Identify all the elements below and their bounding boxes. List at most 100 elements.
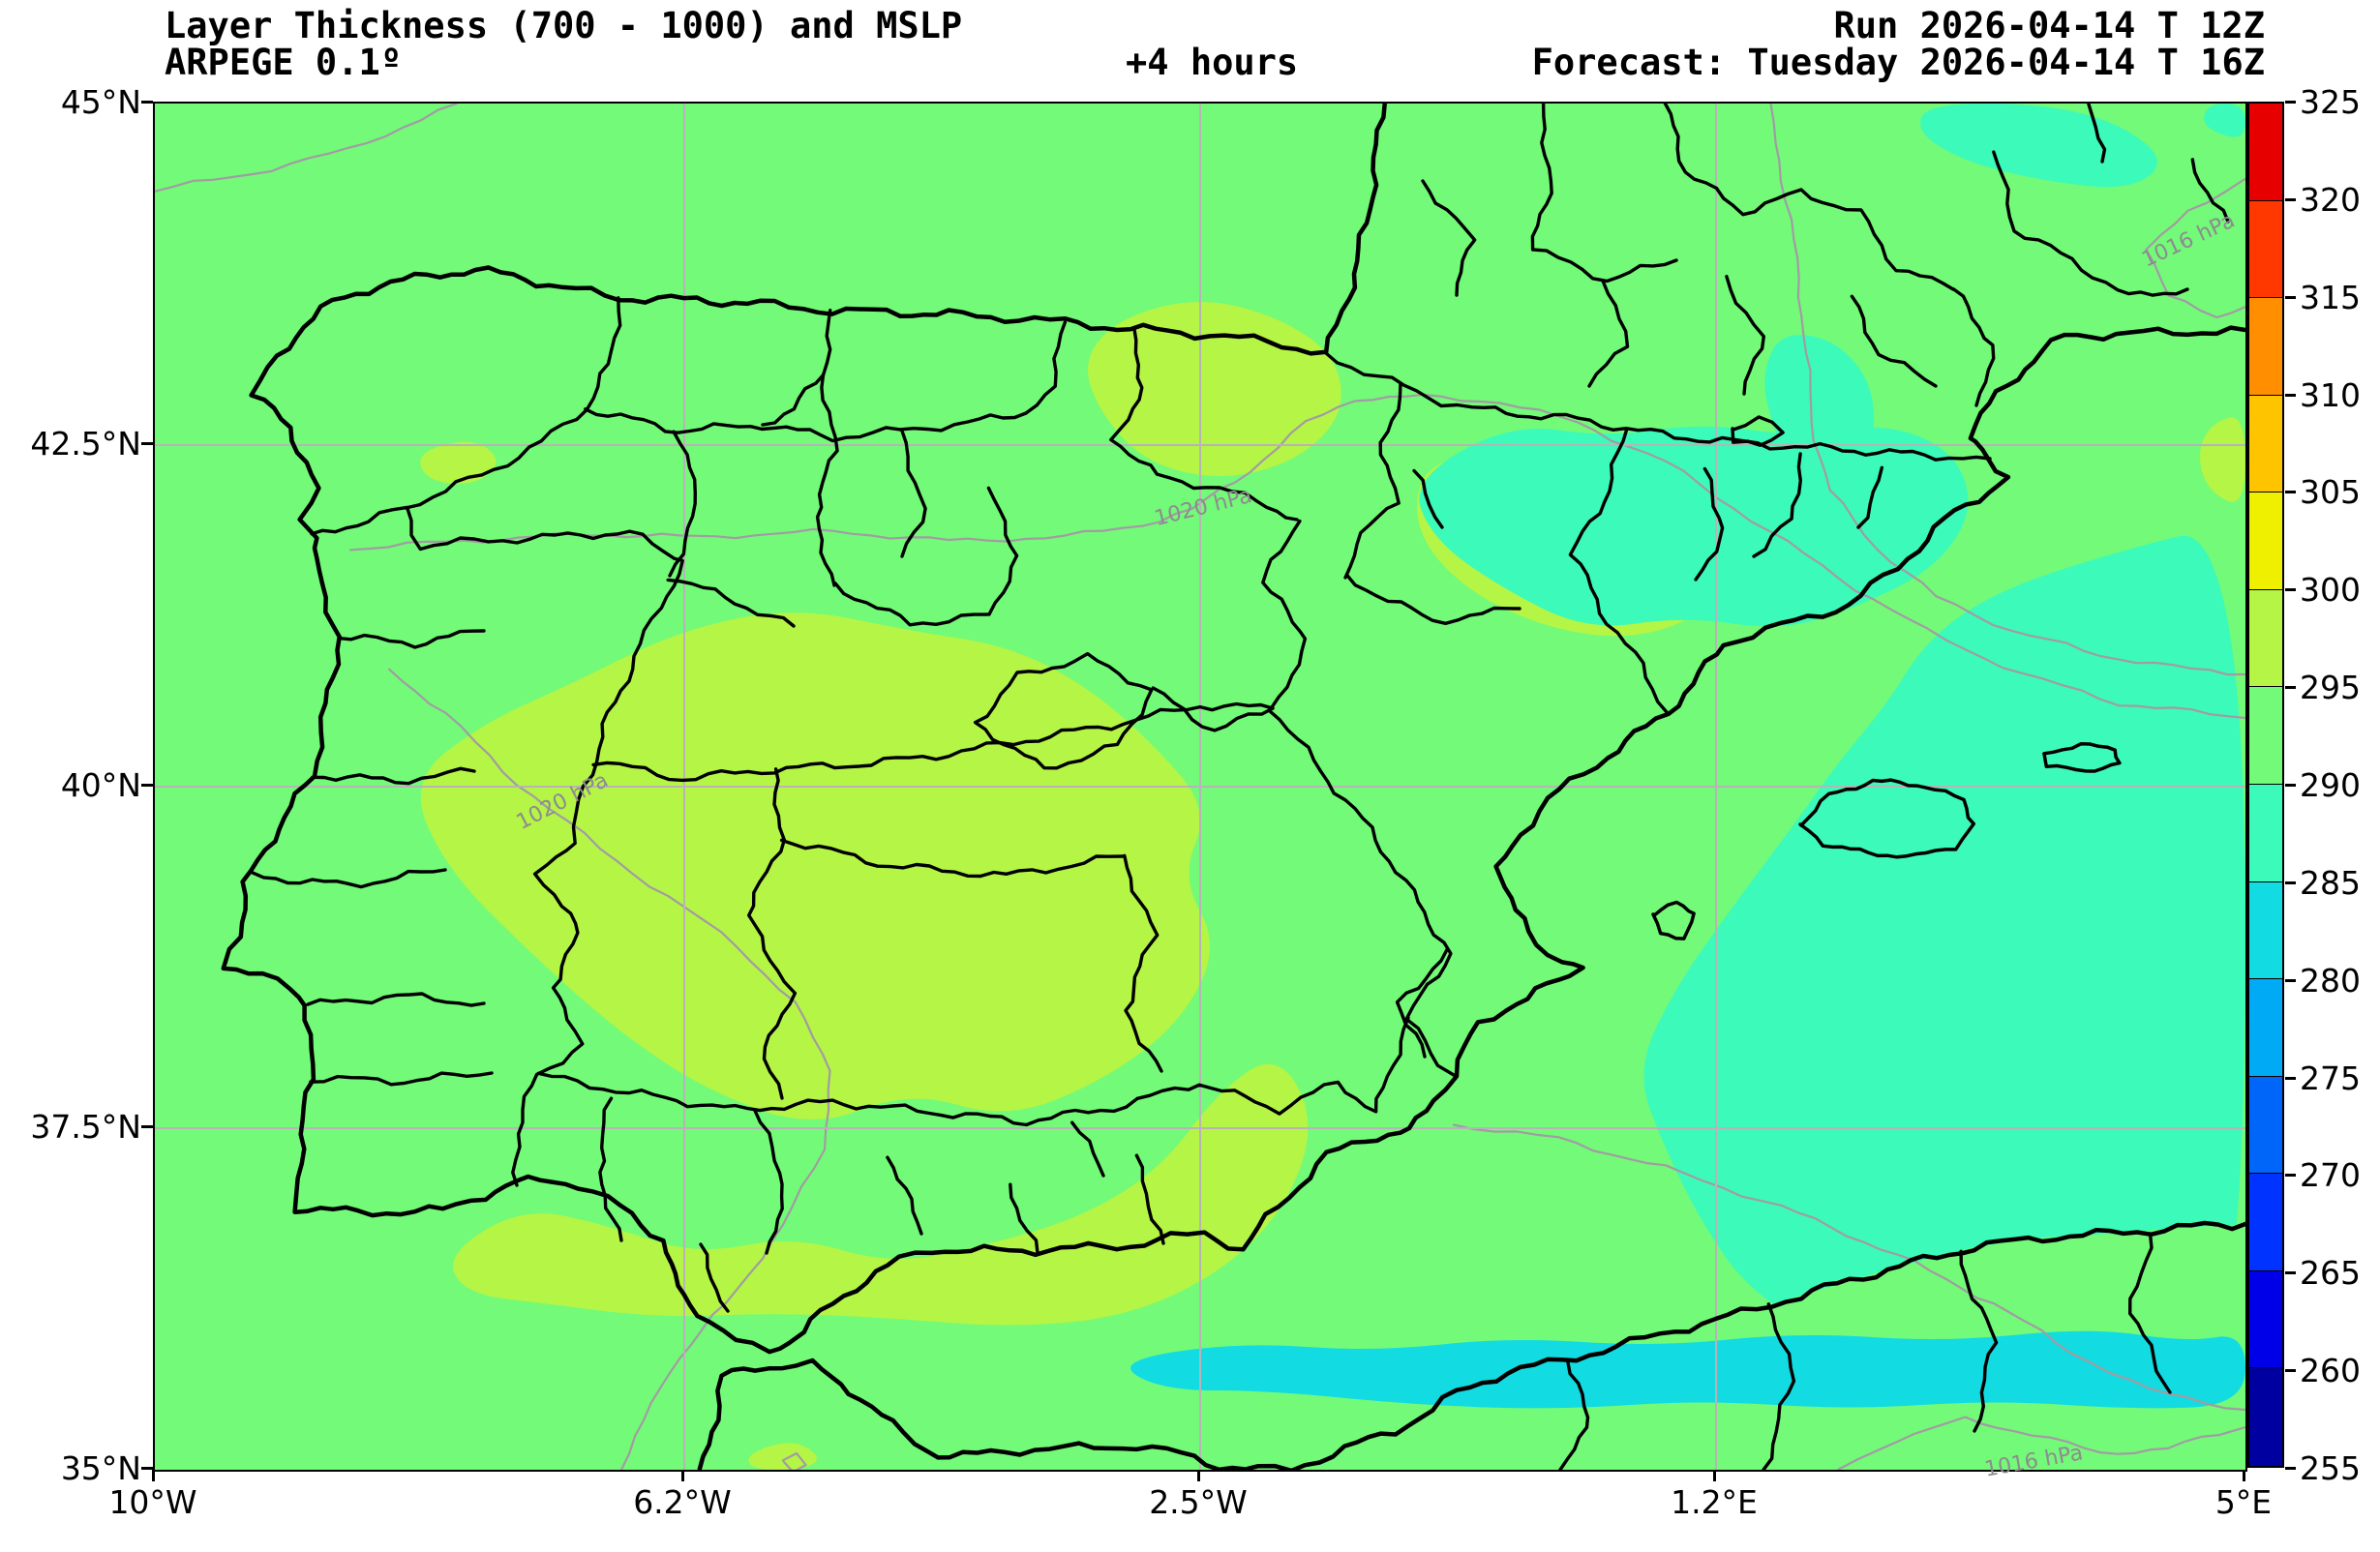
- colorbar-segment: [2249, 1270, 2282, 1369]
- africa-coastline: [697, 1220, 2245, 1470]
- colorbar-tick-label: 255: [2300, 1449, 2361, 1487]
- y-axis-tick-mark: [141, 1467, 153, 1470]
- province-border: [404, 296, 622, 510]
- colorbar-tick-label: 260: [2300, 1352, 2361, 1390]
- chart-title: Layer Thickness (700 - 1000) and MSLP: [165, 5, 963, 46]
- province-border: [250, 868, 447, 889]
- lead-time-label: +4 hours: [1126, 42, 1299, 83]
- colorbar-tick-label: 265: [2300, 1254, 2361, 1293]
- thickness-295-300-patch: [2200, 417, 2245, 502]
- province-border: [1587, 279, 1630, 388]
- province-border: [2087, 104, 2107, 164]
- model-name: ARPEGE 0.1º: [165, 42, 403, 83]
- colorbar-segment: [2249, 200, 2282, 299]
- province-border: [311, 766, 476, 786]
- colorbar-tick-mark: [2285, 1369, 2296, 1373]
- y-axis-tick-mark: [141, 1125, 153, 1128]
- colorbar-tick-label: 310: [2300, 375, 2361, 414]
- province-border: [584, 407, 1028, 443]
- colorbar-tick-label: 290: [2300, 766, 2361, 804]
- iberia-coastline: [221, 104, 2245, 1355]
- colorbar-tick-mark: [2285, 1076, 2296, 1080]
- isobar-line: [2145, 178, 2245, 319]
- colorbar-segment: [2249, 687, 2282, 785]
- x-axis-tick-label: 10°W: [108, 1483, 197, 1521]
- map-plot-area: [153, 102, 2247, 1472]
- colorbar-tick-mark: [2285, 491, 2296, 494]
- province-border: [1752, 452, 1802, 558]
- province-border: [1850, 294, 1938, 388]
- iberia-thickness-map: [155, 104, 2245, 1470]
- province-border: [598, 1096, 623, 1242]
- colorbar-tick-mark: [2285, 101, 2296, 104]
- colorbar-tick-label: 315: [2300, 278, 2361, 316]
- province-border: [1694, 466, 1725, 582]
- colorbar-segment: [2249, 104, 2282, 201]
- colorbar-tick-label: 320: [2300, 180, 2361, 219]
- province-border: [1421, 179, 1477, 297]
- colorbar-segment: [2249, 1174, 2282, 1271]
- colorbar: [2247, 102, 2284, 1468]
- province-border: [591, 701, 1275, 783]
- y-axis-tick-mark: [141, 101, 153, 104]
- province-border: [699, 1242, 730, 1313]
- thickness-295-300-patch: [420, 612, 1210, 1119]
- thickness-295-300-patch: [453, 1063, 1309, 1326]
- y-axis-tick-label: 42.5°N: [30, 425, 141, 463]
- colorbar-segment: [2249, 492, 2282, 590]
- thickness-295-300-patch: [420, 441, 497, 484]
- colorbar-tick-mark: [2285, 1467, 2296, 1470]
- colorbar-segment: [2249, 1368, 2282, 1466]
- province-border: [536, 1016, 1410, 1127]
- colorbar-segment: [2249, 589, 2282, 688]
- y-axis-tick-label: 40°N: [60, 766, 141, 804]
- y-axis-tick-mark: [141, 442, 153, 445]
- province-border: [779, 838, 1125, 879]
- province-border: [886, 1155, 923, 1236]
- x-axis-tick-mark: [681, 1470, 684, 1481]
- x-axis-tick-label: 1.2°E: [1671, 1483, 1758, 1521]
- colorbar-segment: [2249, 298, 2282, 396]
- province-border: [1951, 287, 1996, 407]
- colorbar-tick-label: 285: [2300, 863, 2361, 902]
- isobar-line: [781, 1451, 807, 1470]
- province-border: [337, 629, 486, 649]
- x-axis-tick-label: 6.2°W: [633, 1483, 732, 1521]
- colorbar-tick-mark: [2285, 295, 2296, 299]
- province-border: [1134, 1153, 1165, 1245]
- colorbar-tick-label: 300: [2300, 571, 2361, 610]
- province-border: [1261, 519, 1456, 1077]
- colorbar-segment: [2249, 1076, 2282, 1175]
- province-border: [1070, 1120, 1105, 1178]
- thickness-295-300-patch: [748, 1443, 817, 1470]
- colorbar-tick-mark: [2285, 978, 2296, 982]
- province-border: [1731, 415, 1785, 447]
- province-border: [747, 767, 798, 1100]
- colorbar-tick-label: 275: [2300, 1059, 2361, 1097]
- province-border: [815, 373, 839, 587]
- province-border: [973, 651, 1154, 770]
- province-border: [2128, 1232, 2172, 1394]
- colorbar-segment: [2249, 979, 2282, 1077]
- province-border: [761, 309, 832, 427]
- colorbar-tick-label: 270: [2300, 1156, 2361, 1195]
- province-border: [310, 505, 684, 1187]
- y-axis-tick-mark: [141, 784, 153, 787]
- province-border: [1663, 104, 1955, 291]
- isobar-line: [1769, 104, 2245, 676]
- isobar-line: [1452, 1123, 2245, 1412]
- province-border: [1959, 1249, 1999, 1433]
- x-axis-tick-label: 5°E: [2214, 1483, 2273, 1521]
- province-border: [1324, 351, 1992, 462]
- isobar-line: [155, 104, 459, 193]
- province-border: [1151, 686, 1275, 732]
- thickness-285-290-patch: [2204, 104, 2245, 137]
- colorbar-tick-label: 295: [2300, 669, 2361, 707]
- province-border: [986, 486, 1019, 616]
- x-axis-tick-mark: [1197, 1470, 1200, 1481]
- mallorca-coastline: [1798, 778, 1976, 859]
- y-axis-tick-label: 35°N: [60, 1449, 141, 1487]
- isobar-line: [1837, 1416, 2245, 1470]
- province-border: [1558, 1359, 1590, 1470]
